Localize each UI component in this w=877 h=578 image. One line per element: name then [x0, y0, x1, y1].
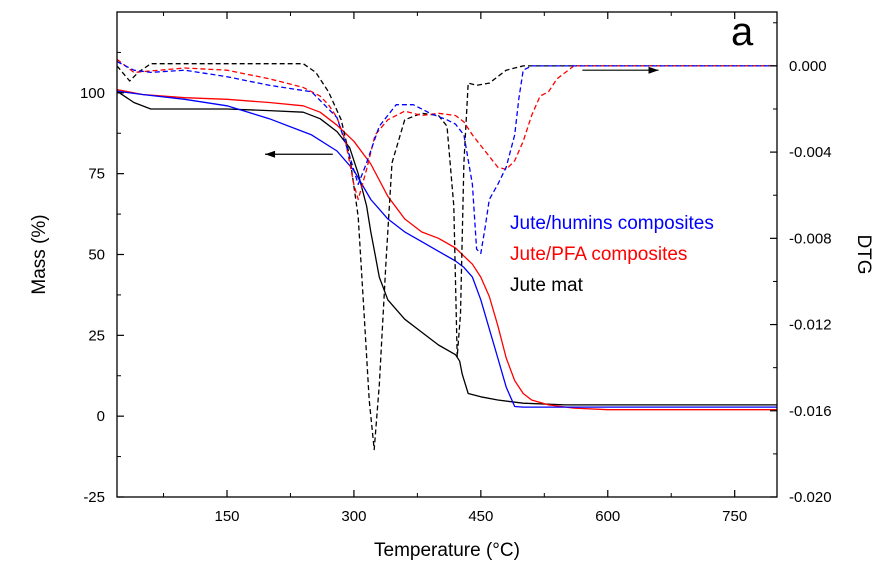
x-axis-title: Temperature (°C): [374, 540, 520, 561]
legend: Jute/humins composites Jute/PFA composit…: [510, 213, 714, 296]
x-tick-label: 450: [468, 508, 493, 525]
series-dtg-jute-humins-composites: [116, 61, 777, 255]
y-tick-label: 75: [88, 166, 105, 183]
x-tick-label: 150: [214, 508, 239, 525]
y2-tick-label: -0.016: [789, 403, 832, 420]
legend-entry-humins: Jute/humins composites: [510, 213, 714, 234]
x-tick-label: 750: [722, 508, 747, 525]
y2-tick-label: -0.008: [789, 230, 832, 247]
y-tick-label: 100: [80, 85, 105, 102]
y2-tick-label: 0.000: [789, 58, 827, 75]
series-mass-jute-mat: [116, 90, 777, 406]
legend-entry-pfa: Jute/PFA composites: [510, 244, 687, 265]
ticks-layer: 150 300 450 600 750 -25 0 25 50 75 100 -0.020 -0.016…: [80, 12, 832, 525]
y-tick-label: 50: [88, 247, 105, 264]
y-tick-label: -25: [83, 489, 105, 506]
x-tick-label: 300: [341, 508, 366, 525]
y2-axis-title: DTG: [853, 234, 874, 274]
series-mass-jute-humins-composites: [116, 90, 777, 408]
arrow-left-head: [265, 150, 276, 158]
panel-letter: a: [731, 10, 754, 54]
legend-entry-jute-mat: Jute mat: [510, 275, 584, 296]
series-layer: [116, 58, 777, 451]
series-dtg-jute-mat: [116, 63, 777, 451]
arrow-right-head: [648, 66, 659, 74]
y-tick-label: 0: [97, 408, 105, 425]
series-dtg-jute-pfa-composites: [116, 58, 777, 201]
y2-tick-label: -0.012: [789, 317, 832, 334]
y-axis-title: Mass (%): [29, 214, 50, 294]
annotation-layer: [265, 66, 659, 158]
y2-tick-label: -0.004: [789, 144, 832, 161]
y2-tick-label: -0.020: [789, 489, 832, 506]
y-tick-label: 25: [88, 327, 105, 344]
x-tick-label: 600: [595, 508, 620, 525]
series-mass-jute-pfa-composites: [116, 88, 777, 411]
